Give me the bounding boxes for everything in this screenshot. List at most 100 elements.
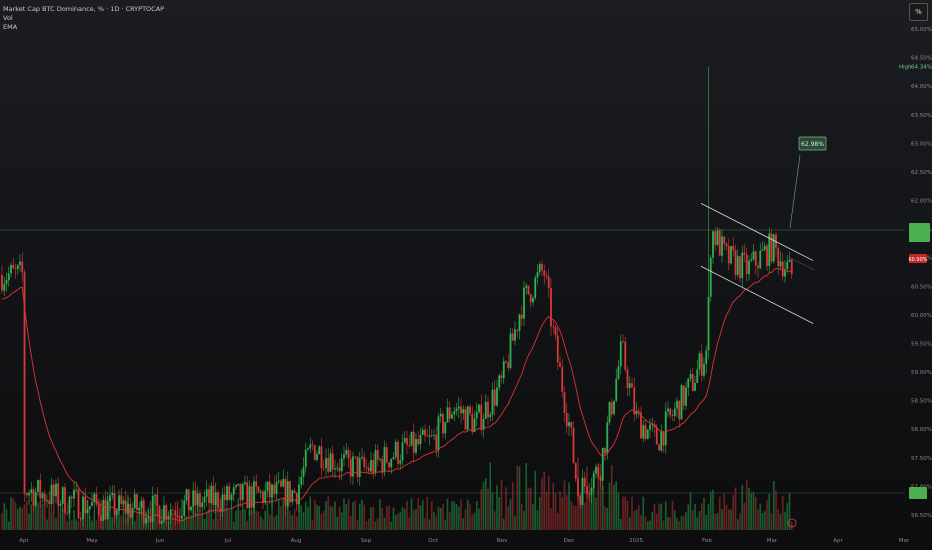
volume-bar: [523, 510, 525, 530]
candle-body: [775, 234, 777, 248]
candle-body: [622, 341, 624, 343]
candle-body: [563, 392, 566, 413]
candle-body: [469, 406, 471, 414]
volume-bar: [156, 504, 159, 530]
candle-body: [417, 439, 420, 445]
y-tick-label: 60.50%: [911, 284, 932, 290]
candle-body: [462, 409, 465, 414]
y-tick-label: 60.00%: [911, 313, 932, 319]
y-tick-label: 57.50%: [911, 456, 932, 462]
candle-body: [748, 260, 750, 275]
candle-body: [790, 259, 793, 275]
volume-indicator-label[interactable]: Vol: [3, 14, 13, 22]
volume-bar: [649, 520, 651, 530]
candle-body: [759, 250, 762, 269]
volume-bar: [293, 509, 296, 530]
volume-bar: [365, 521, 368, 530]
volume-bar: [264, 510, 267, 530]
realtime-marker-icon: [787, 518, 797, 528]
volume-bar: [185, 515, 188, 530]
volume-bar: [734, 487, 737, 530]
candle-body: [250, 486, 253, 508]
candle-body: [194, 490, 197, 506]
volume-bar: [583, 502, 586, 530]
candle-body: [617, 366, 620, 379]
volume-bar: [61, 508, 64, 530]
x-tick-label: Mar: [899, 538, 910, 544]
volume-bar: [705, 514, 708, 530]
volume-bar: [410, 498, 413, 530]
candle-body: [750, 259, 753, 261]
volume-bar: [700, 503, 703, 530]
x-tick-label: Jun: [155, 538, 165, 544]
volume-bar: [230, 507, 233, 530]
volume-bar: [358, 503, 361, 530]
volume-bar: [610, 465, 613, 530]
volume-bar: [662, 520, 665, 530]
volume-bar: [34, 503, 37, 530]
percent-scale-button[interactable]: %: [909, 3, 928, 21]
candle-body: [212, 485, 215, 506]
candle-body: [412, 431, 415, 453]
candle-body: [415, 439, 417, 453]
volume-bar: [88, 516, 91, 530]
candle-body: [307, 448, 309, 450]
candle-body: [374, 450, 377, 473]
candle-body: [716, 230, 719, 245]
candle-body: [79, 518, 82, 520]
candle-body: [370, 460, 372, 472]
channel-upper-line: [700, 203, 814, 261]
volume-bar: [475, 500, 478, 530]
candle-body: [93, 493, 96, 503]
current-price-badge: [909, 223, 930, 242]
volume-bar: [320, 513, 323, 530]
candle-body: [248, 486, 251, 509]
volume-bar: [752, 491, 755, 530]
candle-body: [568, 422, 570, 427]
volume-bar: [493, 511, 496, 530]
candle-body: [595, 466, 597, 474]
candle-body: [61, 487, 64, 504]
volume-bar: [779, 513, 782, 530]
volume-bar: [597, 464, 600, 530]
candle-body: [266, 481, 269, 491]
candle-body: [181, 515, 183, 518]
candle-body: [597, 466, 600, 477]
volume-bar: [633, 510, 636, 530]
candle-body: [525, 285, 528, 288]
candle-body: [32, 489, 35, 506]
volume-bar: [331, 506, 334, 530]
candle-body: [676, 400, 678, 409]
volume-bar: [622, 496, 624, 530]
symbol-title[interactable]: Market Cap BTC Dominance, % · 1D · CRYPT…: [3, 5, 165, 13]
candle-body: [88, 506, 91, 510]
y-tick-label: 58.50%: [911, 399, 932, 405]
ema-indicator-label[interactable]: EMA: [3, 23, 18, 31]
volume-bar: [329, 506, 332, 530]
high-value: 64.34%: [911, 65, 932, 71]
candle-body: [709, 257, 712, 297]
volume-bar: [487, 488, 489, 530]
volume-bar: [613, 484, 615, 530]
candle-body: [633, 387, 636, 415]
volume-bar: [221, 511, 224, 530]
volume-bar: [239, 510, 242, 530]
volume-bar: [599, 464, 602, 530]
candle-body: [745, 254, 748, 275]
volume-bar: [498, 497, 501, 530]
candle-body: [109, 495, 111, 502]
volume-bar: [286, 499, 289, 530]
candle-body: [691, 374, 694, 391]
candle-body: [653, 424, 656, 428]
candle-body: [329, 453, 332, 472]
volume-bar: [352, 502, 354, 530]
candle-body: [601, 447, 604, 481]
candle-body: [552, 326, 555, 328]
candle-body: [637, 410, 640, 413]
candle-body: [635, 410, 638, 415]
volume-bar: [572, 504, 575, 530]
candle-body: [770, 233, 773, 262]
candle-body: [473, 418, 476, 432]
